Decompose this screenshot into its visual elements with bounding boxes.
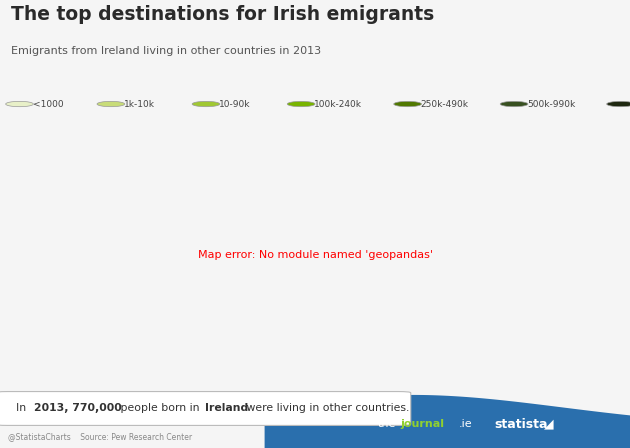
Text: The top destinations for Irish emigrants: The top destinations for Irish emigrants [11,5,435,24]
Text: journal: journal [400,419,444,429]
Circle shape [394,101,421,107]
Polygon shape [265,395,630,448]
Circle shape [97,101,125,107]
Text: <1000: <1000 [33,99,64,108]
Circle shape [607,101,630,107]
Circle shape [500,101,528,107]
Text: In: In [16,403,30,413]
Text: Emigrants from Ireland living in other countries in 2013: Emigrants from Ireland living in other c… [11,46,321,56]
Text: the: the [378,419,396,429]
Text: 100k-240k: 100k-240k [314,99,362,108]
Text: Map error: No module named 'geopandas': Map error: No module named 'geopandas' [197,250,433,260]
FancyBboxPatch shape [0,392,411,426]
Text: 10-90k: 10-90k [219,99,251,108]
Text: @StatistaCharts    Source: Pew Research Center: @StatistaCharts Source: Pew Research Cen… [8,432,192,441]
Text: people born in: people born in [117,403,203,413]
Text: ◢: ◢ [544,418,553,431]
Circle shape [287,101,315,107]
Text: 500k-990k: 500k-990k [527,99,576,108]
Text: 1k-10k: 1k-10k [124,99,155,108]
Circle shape [6,101,33,107]
Text: statista: statista [495,418,548,431]
Text: were living in other countries.: were living in other countries. [243,403,409,413]
Text: Ireland: Ireland [205,403,249,413]
Text: 2013, 770,000: 2013, 770,000 [34,403,122,413]
Circle shape [192,101,220,107]
Text: .ie: .ie [459,419,472,429]
Text: 250k-490k: 250k-490k [421,99,469,108]
